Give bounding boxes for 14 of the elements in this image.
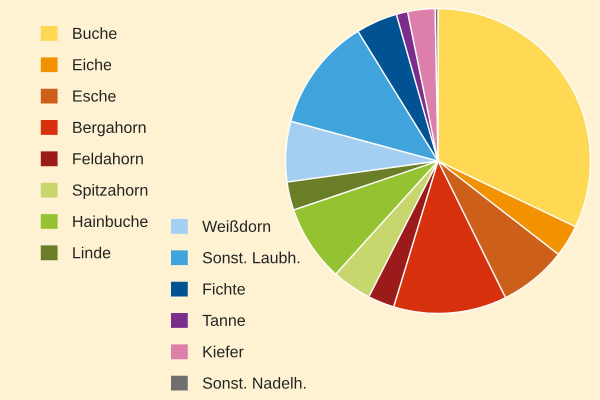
legend-label: Fichte [203,282,245,295]
legend-label: Esche [73,90,116,102]
legend-label: Linde [73,246,110,258]
legend-label: Bergahorn [73,121,146,136]
legend-label: Hainbuche [73,215,148,228]
legend-label: Kiefer [203,346,244,358]
legend-label: Weißdorn [202,220,270,232]
legend-label: Spitzahorn [72,184,148,199]
legend-label: Eiche [73,58,112,70]
legend-label: Buche [73,27,117,40]
legend-label: Feldahorn [73,152,143,164]
legend-label: Tanne [202,314,245,326]
legend-label: Sonst. Nadelh. [202,377,306,389]
legend-label: Sonst. Laubh. [202,252,300,264]
